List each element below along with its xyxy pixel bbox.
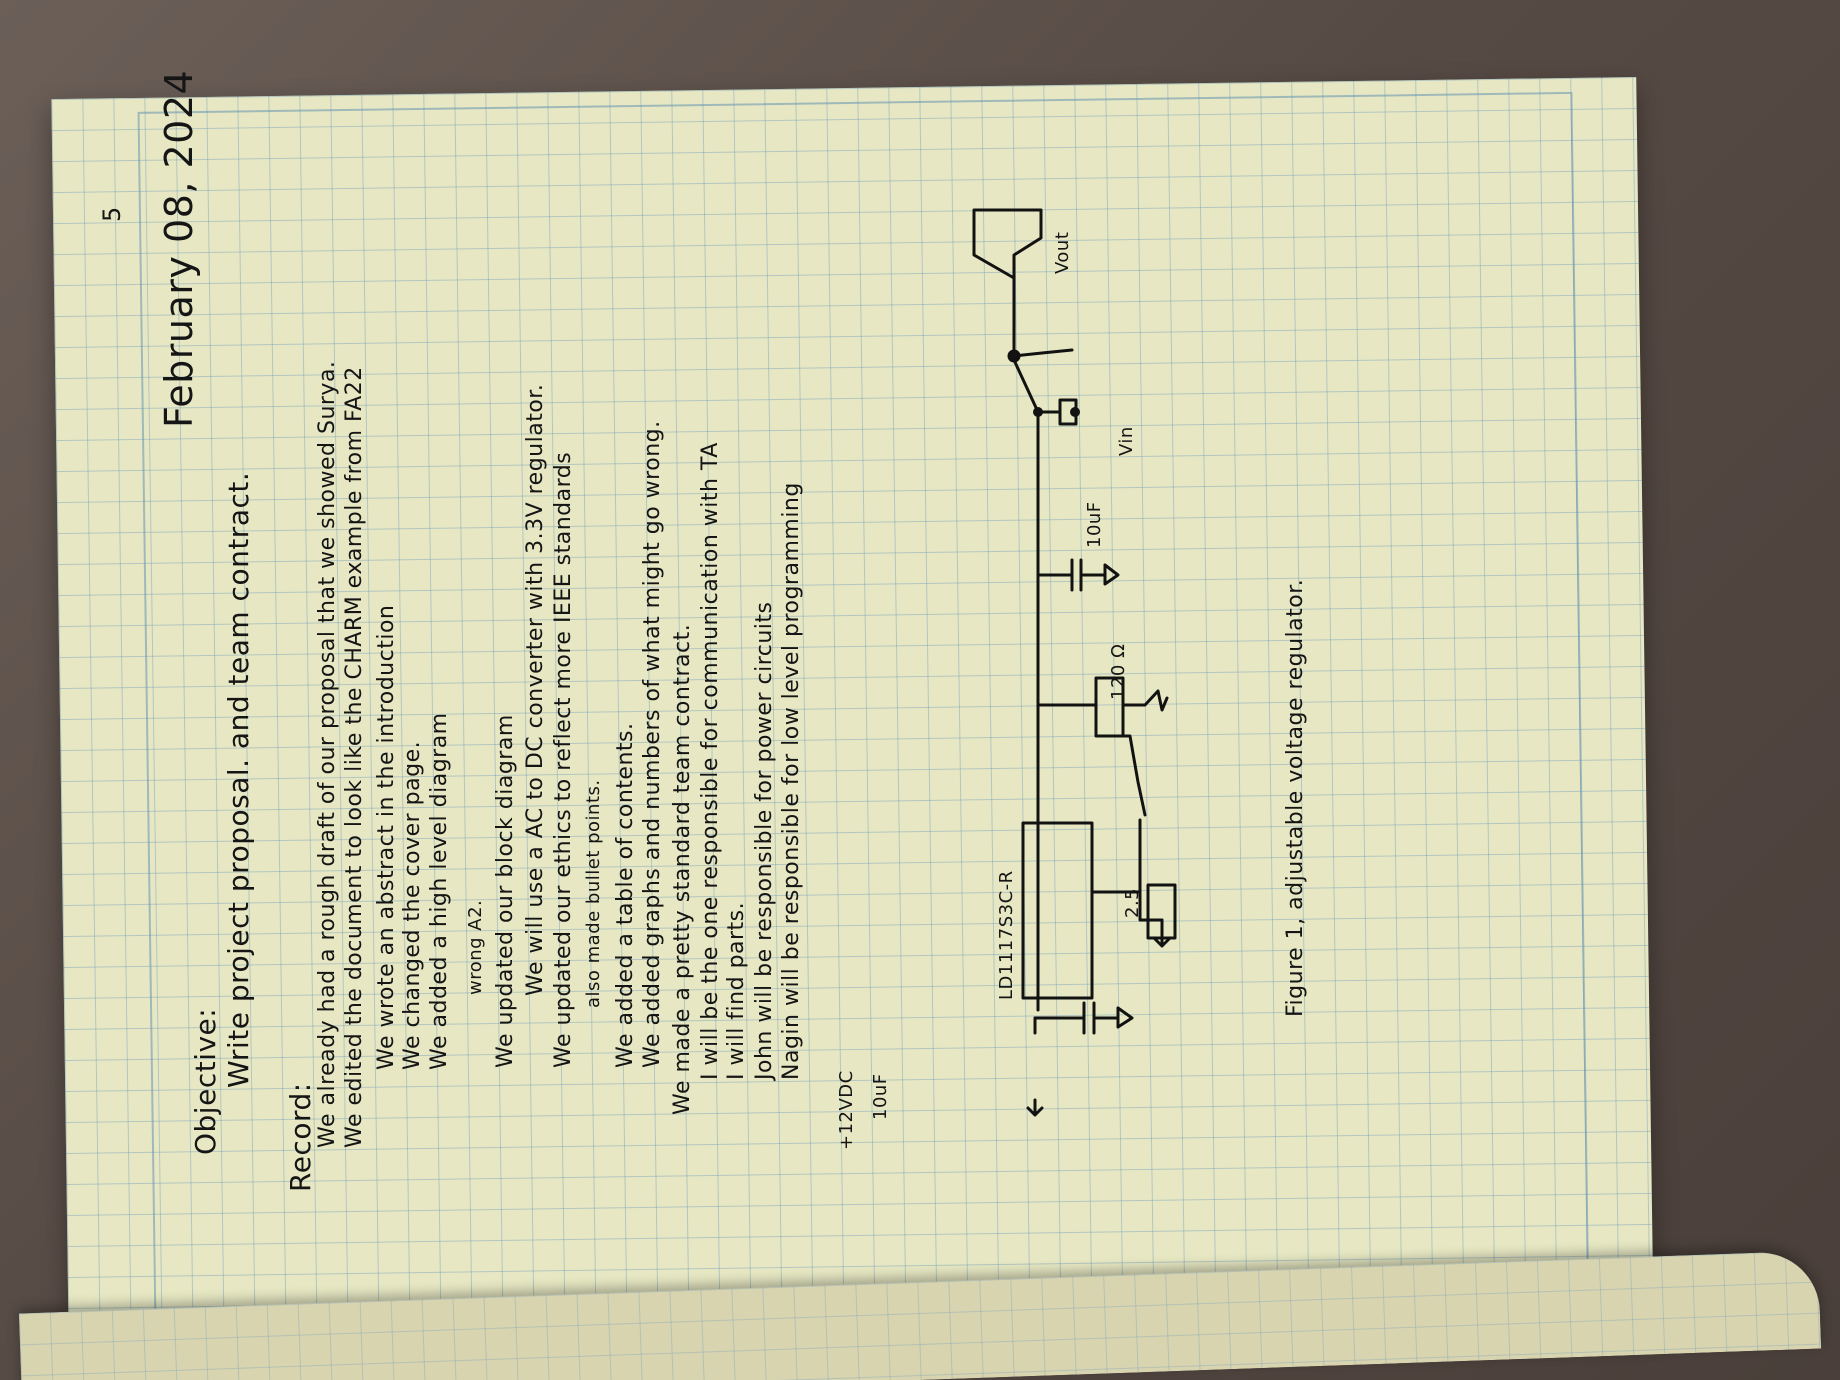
record-item: We edited the document to look like the … xyxy=(342,366,367,1148)
record-item: We updated our block diagram xyxy=(493,714,518,1068)
schematic-caption: Figure 1, adjustable voltage regulator. xyxy=(1283,578,1308,1017)
schematic-regulator: LD1117S3C-R xyxy=(996,870,1017,1000)
record-item: We added graphs and numbers of what migh… xyxy=(640,420,665,1068)
schematic-vout-label: Vout xyxy=(1052,231,1073,274)
record-item: I will find parts. xyxy=(724,901,749,1080)
record-heading: Record: xyxy=(284,1082,317,1192)
record-item: wrong A2. xyxy=(465,899,486,995)
record-item: We added a high level diagram xyxy=(427,712,452,1070)
schematic-resistor-top: 120 Ω xyxy=(1108,643,1129,700)
record-item: We changed the cover page. xyxy=(400,740,425,1070)
schematic-input-label: +12VDC xyxy=(836,1070,857,1150)
record-item: Nagin will be responsible for low level … xyxy=(779,482,804,1080)
objective-heading: Objective: xyxy=(189,1007,222,1155)
page-date: February 08, 2024 xyxy=(157,69,201,428)
objective-text: Write project proposal. and team contrac… xyxy=(222,471,255,1088)
record-item: John will be responsible for power circu… xyxy=(752,601,777,1081)
record-item: We already had a rough draft of our prop… xyxy=(315,360,340,1148)
record-item: I will be the one responsible for commun… xyxy=(698,442,723,1080)
schematic-vin-label: Vin xyxy=(1116,426,1137,456)
page-number: 5 xyxy=(98,206,126,222)
record-item: We made a pretty standard team contract. xyxy=(670,623,695,1115)
schematic-output-cap: 10uF xyxy=(1084,501,1105,548)
schematic-resistor-bottom: 2.5 xyxy=(1122,887,1143,918)
record-item: We updated our ethics to reflect more IE… xyxy=(551,451,576,1068)
schematic-input-cap: 10uF xyxy=(870,1073,891,1120)
record-item: We wrote an abstract in the introduction xyxy=(374,604,399,1070)
record-item: also made bullet points. xyxy=(583,779,604,1008)
record-item: We will use a AC to DC converter with 3.… xyxy=(523,383,548,996)
record-item: We added a table of contents. xyxy=(613,722,638,1068)
